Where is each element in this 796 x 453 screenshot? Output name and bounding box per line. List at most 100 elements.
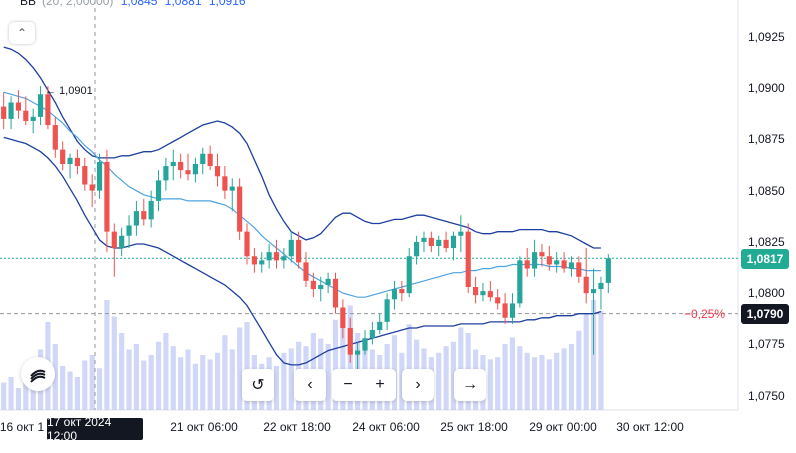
candle-body bbox=[458, 231, 464, 236]
volume-bar bbox=[539, 355, 545, 410]
logo[interactable] bbox=[21, 357, 55, 391]
volume-bar bbox=[141, 360, 147, 410]
volume-bar bbox=[244, 322, 250, 410]
candle-body bbox=[561, 260, 567, 269]
zoom-in-button[interactable]: + bbox=[364, 369, 396, 401]
volume-bar bbox=[23, 371, 29, 410]
candle-body bbox=[502, 303, 508, 318]
price-tick-label: 1,0850 bbox=[748, 183, 785, 198]
indicator-legend: BB (20, 2,00000) 1,0845 1,0881 1,0916 bbox=[20, 0, 246, 8]
bb-lower-line bbox=[3, 136, 602, 366]
volume-bar bbox=[546, 359, 552, 410]
price-tick-label: 1,0925 bbox=[748, 29, 785, 44]
plus-icon: + bbox=[375, 376, 385, 393]
candle-body bbox=[568, 262, 575, 269]
candle-body bbox=[89, 184, 95, 191]
logo-icon bbox=[30, 369, 46, 383]
candle-body bbox=[104, 161, 110, 232]
candle-body bbox=[391, 289, 398, 300]
candle-body bbox=[487, 291, 493, 298]
indicator-value-upper: 1,0916 bbox=[208, 0, 246, 8]
volume-bar bbox=[583, 313, 589, 410]
price-tick-label: 1,0775 bbox=[748, 337, 785, 352]
volume-bar bbox=[1, 382, 7, 410]
candle-body bbox=[332, 278, 339, 308]
volume-bar bbox=[170, 346, 176, 410]
candle-body bbox=[384, 299, 390, 322]
candle-body bbox=[428, 237, 434, 246]
bb-basis-line bbox=[3, 91, 601, 298]
candle-body bbox=[67, 157, 73, 164]
volume-bar bbox=[133, 344, 139, 410]
candle-body bbox=[576, 262, 582, 277]
candle-body bbox=[480, 291, 486, 296]
candle-body bbox=[259, 260, 265, 265]
candle-body bbox=[52, 125, 58, 150]
scroll-right-button[interactable]: › bbox=[402, 369, 434, 401]
candle-body bbox=[443, 239, 449, 249]
volume-bar bbox=[207, 359, 213, 410]
candle-body bbox=[310, 280, 316, 290]
candle-body bbox=[554, 260, 560, 265]
chevron-left-icon: ‹ bbox=[307, 376, 313, 393]
volume-bar bbox=[8, 377, 14, 410]
volume-bar bbox=[148, 355, 154, 410]
time-tick-label: 30 окт 12:00 bbox=[616, 420, 684, 434]
candle-body bbox=[155, 180, 162, 201]
time-tick-label: 24 окт 06:00 bbox=[352, 420, 420, 434]
candle-body bbox=[288, 239, 294, 257]
volume-bar bbox=[30, 379, 36, 410]
volume-bar bbox=[281, 352, 287, 410]
price-tick-label: 1,0825 bbox=[748, 234, 785, 249]
level-percent-label: −0,25% bbox=[684, 307, 726, 321]
candle-body bbox=[377, 321, 383, 331]
zoom-out-button[interactable]: − bbox=[332, 369, 364, 401]
candle-body bbox=[421, 237, 427, 242]
candle-body bbox=[126, 225, 132, 236]
candle-body bbox=[362, 338, 368, 351]
price-tick-label: 1,0900 bbox=[748, 81, 785, 96]
candle-body bbox=[473, 287, 479, 296]
candle-body bbox=[281, 256, 287, 261]
candle-body bbox=[207, 153, 213, 167]
candle-body bbox=[23, 110, 29, 121]
reset-chart-button[interactable]: ↺ bbox=[242, 369, 274, 401]
price-tick-label: 1,0750 bbox=[748, 388, 785, 403]
candle-body bbox=[296, 239, 302, 263]
volume-bar bbox=[178, 357, 184, 410]
volume-bar bbox=[487, 359, 493, 410]
candle-body bbox=[266, 252, 272, 261]
indicator-name: BB bbox=[20, 0, 37, 8]
scroll-left-button[interactable]: ‹ bbox=[294, 369, 326, 401]
candle-body bbox=[119, 235, 125, 249]
candle-body bbox=[340, 307, 346, 328]
volume-bar bbox=[406, 324, 412, 410]
price-tick-label: 1,0875 bbox=[748, 132, 785, 147]
volume-bar bbox=[104, 300, 110, 410]
collapse-legend-button[interactable]: ⌃ bbox=[9, 22, 35, 44]
go-to-realtime-button[interactable]: → bbox=[454, 369, 486, 401]
bb-upper-line bbox=[3, 46, 601, 249]
time-tick-label: 25 окт 18:00 bbox=[440, 420, 508, 434]
candle-body bbox=[325, 278, 331, 285]
volume-bar bbox=[222, 335, 228, 410]
volume-bar bbox=[67, 371, 73, 410]
time-tick-label: 21 окт 06:00 bbox=[170, 420, 238, 434]
candle-body bbox=[148, 200, 154, 220]
candle-body bbox=[237, 186, 243, 232]
candle-body bbox=[37, 94, 44, 117]
candle-body bbox=[229, 186, 235, 191]
candle-body bbox=[509, 303, 516, 318]
candle-body bbox=[170, 161, 176, 167]
indicator-value-basis: 1,0881 bbox=[164, 0, 202, 8]
volume-bar bbox=[561, 348, 567, 410]
candle-body bbox=[590, 289, 597, 294]
candle-body bbox=[273, 252, 280, 261]
volume-bar bbox=[163, 333, 169, 410]
volume-bar bbox=[436, 352, 442, 410]
price-tick-label: 1,0800 bbox=[748, 286, 785, 301]
arrow-right-icon: → bbox=[462, 376, 478, 393]
volume-bar bbox=[82, 360, 88, 410]
volume-bar bbox=[590, 300, 597, 410]
candle-body bbox=[347, 328, 353, 355]
